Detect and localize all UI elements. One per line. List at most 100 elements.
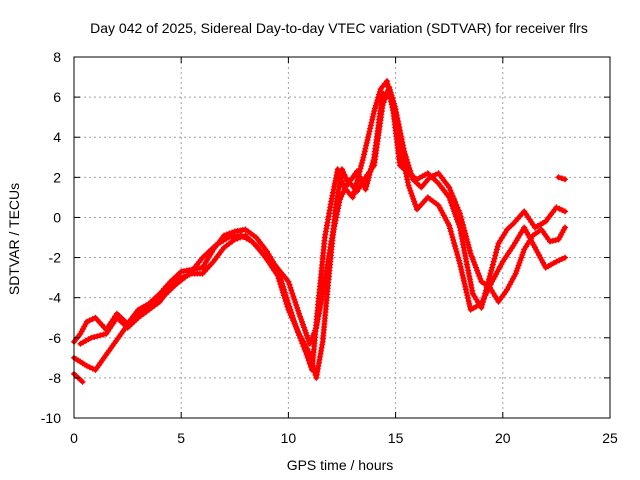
data-point-marker bbox=[342, 174, 349, 181]
data-point-marker bbox=[556, 257, 563, 264]
data-point-marker bbox=[402, 151, 408, 158]
data-point-marker bbox=[555, 174, 562, 181]
data-point-marker bbox=[460, 224, 467, 231]
x-tick-label: 15 bbox=[388, 430, 404, 446]
data-point-marker bbox=[91, 334, 98, 340]
data-point-marker bbox=[512, 270, 519, 277]
data-point-marker bbox=[308, 356, 315, 363]
data-point-marker bbox=[331, 223, 338, 230]
data-point-marker bbox=[456, 210, 463, 217]
data-point-marker bbox=[88, 334, 95, 341]
data-point-marker bbox=[294, 328, 301, 335]
data-point-marker bbox=[456, 257, 463, 264]
data-point-marker bbox=[303, 332, 310, 339]
data-point-marker bbox=[275, 275, 282, 282]
data-point-marker bbox=[461, 227, 468, 234]
data-point-marker bbox=[297, 313, 304, 320]
y-axis-title: SDTVAR / TECUs bbox=[6, 183, 22, 295]
data-point-marker bbox=[307, 353, 314, 360]
x-axis-title: GPS time / hours bbox=[287, 457, 394, 473]
data-point-marker bbox=[292, 299, 299, 305]
data-point-marker bbox=[274, 272, 281, 279]
series-layer bbox=[71, 78, 568, 385]
data-point-marker bbox=[471, 261, 478, 268]
data-point-marker bbox=[552, 237, 559, 244]
tick-marks bbox=[73, 56, 611, 419]
data-point-marker bbox=[309, 359, 316, 366]
data-point-marker bbox=[455, 207, 462, 214]
y-tick-label: 8 bbox=[53, 49, 61, 65]
data-point-marker bbox=[298, 316, 305, 323]
data-point-marker bbox=[341, 171, 348, 178]
data-point-marker bbox=[280, 289, 286, 296]
data-point-marker bbox=[353, 180, 360, 187]
data-point-marker bbox=[281, 295, 288, 302]
data-point-marker bbox=[349, 194, 356, 201]
data-point-marker bbox=[447, 228, 454, 235]
data-point-marker bbox=[491, 255, 498, 262]
data-point-marker bbox=[477, 275, 484, 282]
data-point-marker bbox=[406, 185, 413, 191]
data-point-marker bbox=[448, 199, 455, 206]
data-point-marker bbox=[311, 330, 318, 337]
data-point-marker bbox=[466, 247, 473, 254]
data-point-marker bbox=[357, 165, 364, 172]
data-point-marker bbox=[293, 302, 300, 308]
x-tick-label: 5 bbox=[177, 430, 185, 446]
data-point-marker bbox=[449, 234, 456, 241]
data-point-marker bbox=[310, 332, 317, 339]
data-point-marker bbox=[562, 254, 568, 261]
data-point-marker bbox=[558, 175, 565, 182]
data-point-marker bbox=[391, 100, 397, 107]
data-point-marker bbox=[464, 292, 471, 299]
data-point-marker bbox=[371, 108, 378, 115]
data-point-marker bbox=[408, 173, 415, 180]
data-point-marker bbox=[387, 89, 394, 96]
data-point-marker bbox=[494, 243, 501, 250]
chart-title: Day 042 of 2025, Sidereal Day-to-day VTE… bbox=[90, 20, 588, 36]
data-point-marker bbox=[350, 191, 357, 198]
data-point-marker bbox=[556, 205, 563, 212]
data-point-marker bbox=[453, 201, 460, 208]
data-point-marker bbox=[475, 270, 482, 277]
data-point-marker bbox=[306, 350, 313, 357]
data-point-marker bbox=[508, 278, 515, 285]
data-point-marker bbox=[466, 244, 473, 251]
data-point-marker bbox=[288, 287, 295, 294]
data-point-marker bbox=[457, 263, 464, 270]
data-point-marker bbox=[372, 105, 378, 112]
data-point-marker bbox=[451, 240, 458, 247]
data-point-marker bbox=[487, 270, 494, 277]
data-point-marker bbox=[394, 115, 401, 122]
data-point-marker bbox=[448, 231, 455, 238]
data-point-marker bbox=[447, 187, 454, 194]
data-point-marker bbox=[310, 362, 317, 369]
data-point-marker bbox=[547, 238, 553, 245]
data-point-marker bbox=[446, 184, 453, 191]
data-point-marker bbox=[407, 167, 414, 174]
data-point-marker bbox=[469, 256, 476, 263]
data-point-marker bbox=[493, 246, 500, 253]
data-point-marker bbox=[383, 93, 389, 100]
y-tick-label: -6 bbox=[49, 330, 62, 346]
series-track-5 bbox=[555, 174, 568, 183]
data-point-marker bbox=[449, 202, 456, 209]
data-point-marker bbox=[408, 190, 415, 197]
data-point-marker bbox=[86, 364, 93, 371]
data-point-marker bbox=[514, 265, 521, 272]
data-point-marker bbox=[361, 151, 368, 158]
data-point-marker bbox=[390, 97, 397, 104]
data-point-marker bbox=[365, 134, 372, 141]
x-tick-label: 20 bbox=[495, 430, 511, 446]
data-point-marker bbox=[86, 317, 93, 324]
data-point-marker bbox=[285, 278, 292, 285]
data-point-marker bbox=[280, 292, 287, 299]
y-tick-label: -4 bbox=[49, 290, 62, 306]
data-point-marker bbox=[462, 286, 469, 293]
data-point-marker bbox=[363, 139, 370, 146]
data-point-marker bbox=[306, 340, 313, 347]
data-point-marker bbox=[379, 102, 386, 109]
data-point-marker bbox=[360, 154, 367, 161]
data-point-marker bbox=[482, 292, 489, 299]
